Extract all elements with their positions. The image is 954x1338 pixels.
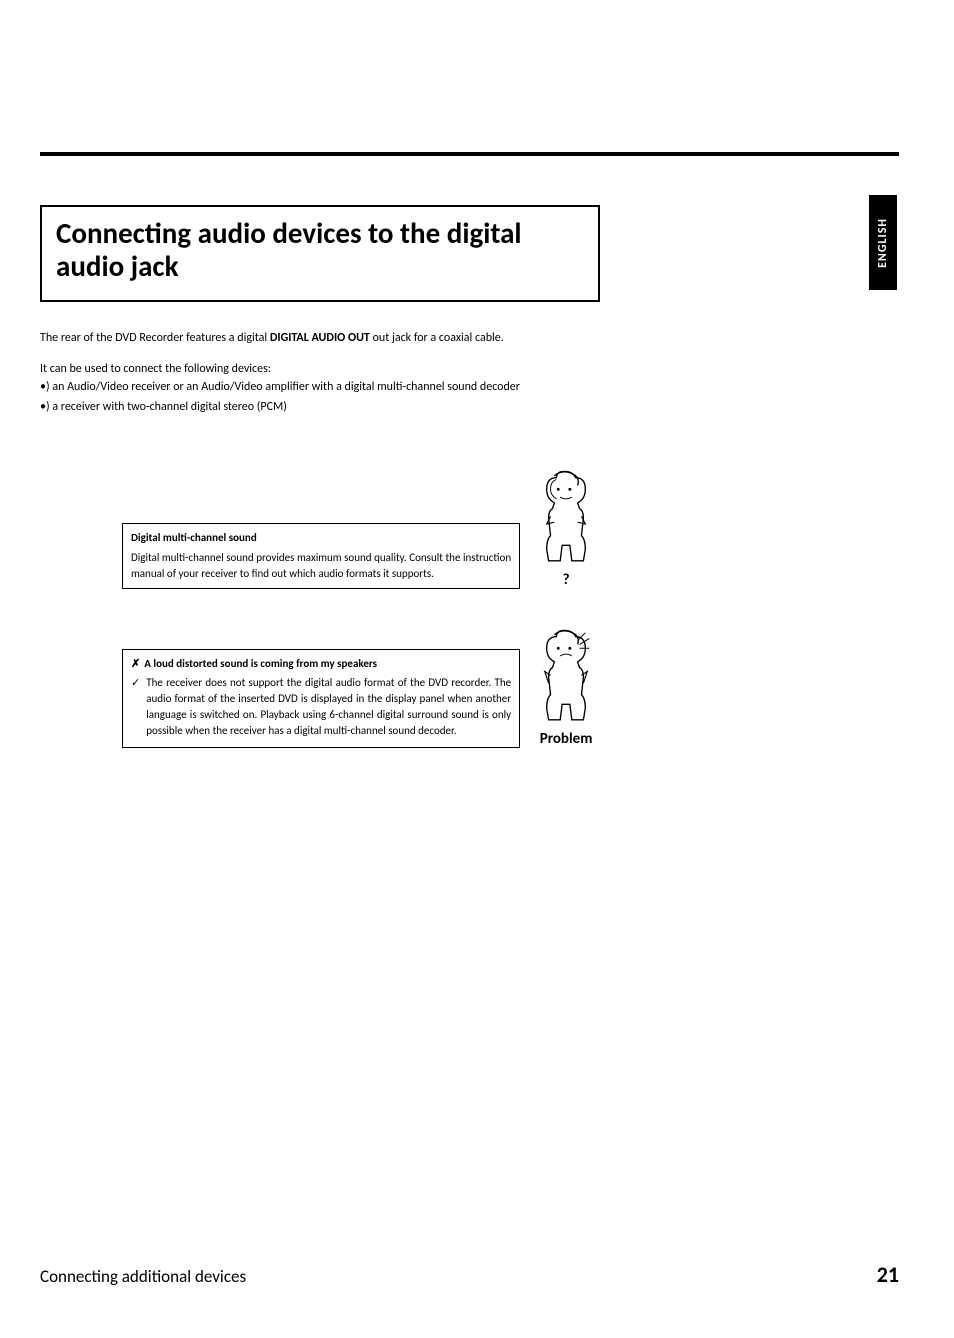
problem-box: ✗ A loud distorted sound is coming from … [122,649,520,748]
person-problem-icon [537,627,595,724]
language-label: ENGLISH [876,218,890,268]
problem-row: ✗ A loud distorted sound is coming from … [40,627,600,748]
problem-heading-line: ✗ A loud distorted sound is coming from … [131,656,511,672]
person-question-icon [537,468,595,565]
main-content: Connecting audio devices to the digital … [40,205,600,748]
problem-icon-label: Problem [540,730,593,748]
bullet-2: •) a receiver with two-channel digital s… [40,400,600,414]
info-icon-label: ? [563,571,570,589]
footer-page-number: 21 [877,1261,899,1288]
x-mark-icon: ✗ [131,656,140,672]
info-box: Digital multi-channel sound Digital mult… [122,523,520,589]
problem-answer: The receiver does not support the digita… [146,675,511,739]
intro-paragraph: The rear of the DVD Recorder features a … [40,330,600,347]
info-line1: Digital multi-channel sound provides max… [131,551,407,564]
language-tab: ENGLISH [869,195,897,290]
usage-line: It can be used to connect the following … [40,361,600,378]
info-heading: Digital multi-channel sound [131,530,511,546]
footer-section-name: Connecting additional devices [40,1266,246,1287]
horizontal-rule [40,152,899,156]
problem-heading: A loud distorted sound is coming from my… [144,656,377,672]
info-row: Digital multi-channel sound Digital mult… [40,468,600,589]
check-mark-icon: ✓ [131,675,140,739]
problem-icon-block: Problem [532,627,600,748]
section-title-box: Connecting audio devices to the digital … [40,205,600,302]
intro-bold: DIGITAL AUDIO OUT [270,331,370,345]
info-icon-block: ? [532,468,600,589]
intro-before: The rear of the DVD Recorder features a … [40,331,270,345]
intro-after: out jack for a coaxial cable. [370,331,504,345]
section-title: Connecting audio devices to the digital … [56,217,584,284]
bullet-1: •) an Audio/Video receiver or an Audio/V… [40,380,600,394]
problem-answer-line: ✓ The receiver does not support the digi… [131,675,511,739]
page-footer: Connecting additional devices 21 [40,1261,899,1288]
